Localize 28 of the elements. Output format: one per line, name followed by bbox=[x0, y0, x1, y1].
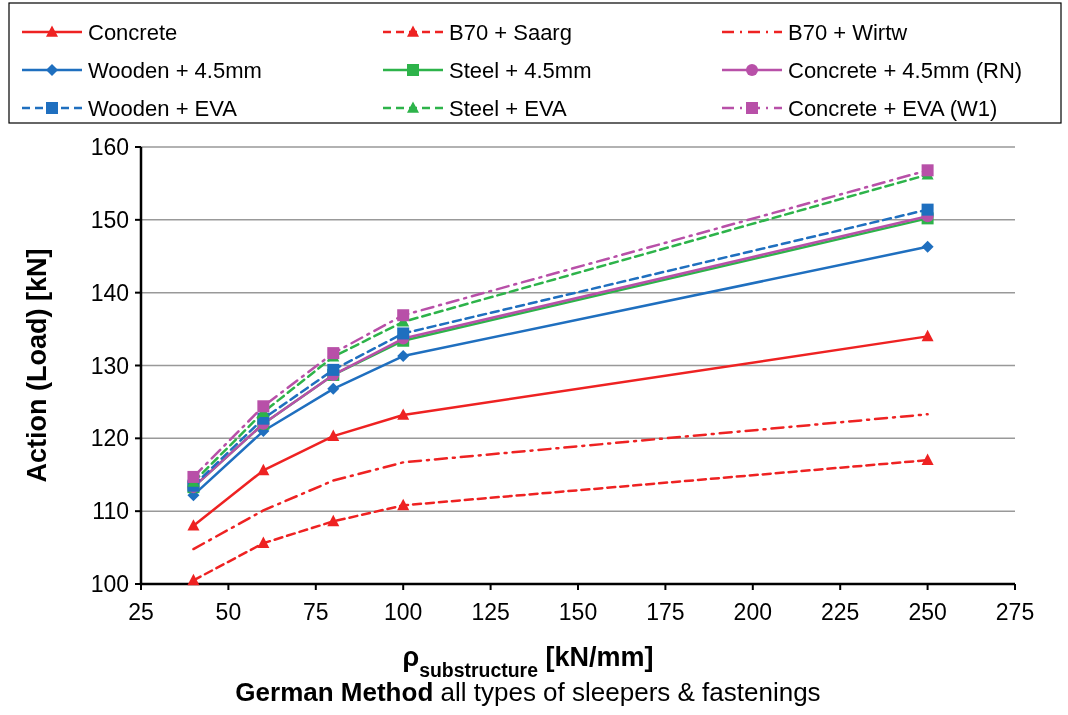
x-tick-label: 175 bbox=[646, 599, 685, 625]
y-tick-label: 140 bbox=[90, 279, 129, 306]
legend-label: Concrete bbox=[88, 20, 178, 45]
y-tick-label: 130 bbox=[90, 352, 129, 379]
x-tick-label: 200 bbox=[733, 599, 772, 625]
x-tick-label: 75 bbox=[303, 599, 329, 625]
x-tick-label: 25 bbox=[128, 599, 154, 625]
y-tick-label: 160 bbox=[90, 134, 129, 161]
legend-label: B70 + Wirtw bbox=[788, 20, 908, 45]
y-tick-label: 110 bbox=[92, 498, 129, 525]
legend-label: Concrete + 4.5mm (RN) bbox=[788, 58, 1023, 83]
x-tick-label: 50 bbox=[215, 599, 242, 625]
legend-label: Concrete + EVA (W1) bbox=[788, 96, 998, 121]
x-tick-label: 150 bbox=[558, 599, 598, 625]
x-tick-label: 225 bbox=[821, 599, 860, 625]
y-tick-label: 120 bbox=[90, 425, 129, 452]
x-tick-label: 275 bbox=[995, 599, 1035, 625]
y-axis-title: Action (Load) [kN] bbox=[22, 248, 52, 483]
legend-label: Steel + 4.5mm bbox=[449, 58, 592, 83]
legend-label: Steel + EVA bbox=[449, 96, 567, 121]
y-tick-label: 150 bbox=[90, 206, 129, 233]
x-tick-label: 250 bbox=[908, 599, 947, 625]
x-tick-label: 125 bbox=[471, 599, 510, 625]
legend-label: B70 + Saarg bbox=[449, 20, 572, 45]
y-tick-label: 100 bbox=[90, 571, 129, 598]
legend-label: Wooden + 4.5mm bbox=[88, 58, 262, 83]
x-tick-label: 100 bbox=[384, 599, 423, 625]
legend-label: Wooden + EVA bbox=[88, 96, 238, 121]
